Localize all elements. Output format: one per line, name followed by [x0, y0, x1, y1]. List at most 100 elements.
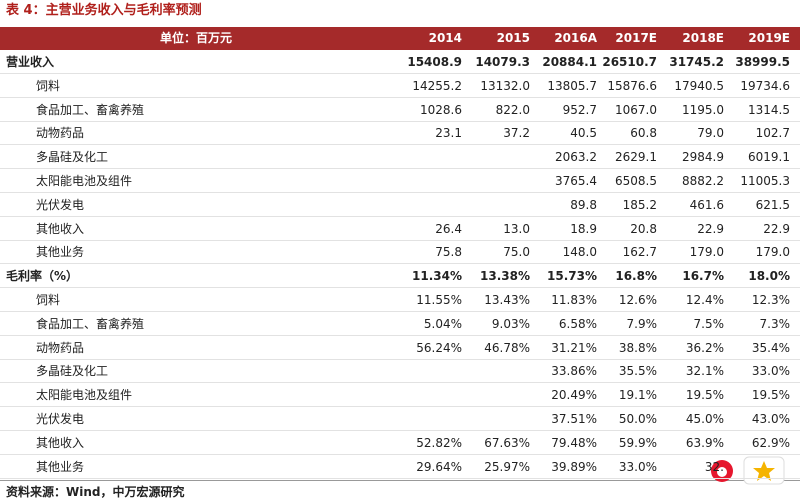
cell: 148.0 [562, 245, 597, 260]
cell: 37.51% [551, 412, 597, 426]
cell: 1195.0 [682, 102, 724, 117]
source-rule [0, 480, 800, 481]
cell: 13805.7 [547, 78, 597, 93]
cell: 15.73% [547, 269, 597, 284]
cell: 29.64% [416, 459, 462, 474]
cell: 7.5% [693, 316, 725, 331]
cell: 33.0% [618, 459, 657, 474]
cell: 25.97% [484, 459, 530, 474]
cell: 15408.9 [407, 55, 462, 69]
cell: 952.7 [562, 102, 597, 117]
row-divider [0, 168, 800, 170]
cell: 1067.0 [615, 102, 657, 117]
cell: 22.9 [763, 221, 790, 236]
row-divider [0, 287, 800, 289]
cell: 1314.5 [748, 102, 790, 117]
header-bar [0, 27, 800, 50]
cell: 7.9% [626, 316, 658, 331]
cell: 12.6% [618, 293, 657, 307]
cell: 19.5% [685, 388, 724, 403]
cell: 31.21% [551, 340, 597, 355]
cell: 20.8 [630, 221, 657, 236]
row-label: 饲料 [36, 78, 61, 93]
cell: 16.7% [682, 269, 724, 284]
header-cell: 2015 [496, 31, 530, 45]
cell: 12.3% [751, 293, 790, 307]
row-label: 毛利率（%） [6, 269, 79, 284]
cell: 26.4 [435, 221, 462, 236]
cell: 37.2 [503, 126, 530, 141]
cell: 43.0% [751, 412, 790, 426]
cell: 3765.4 [555, 174, 597, 188]
row-label: 光伏发电 [36, 412, 85, 426]
row-divider [0, 120, 800, 122]
cell: 60.8 [630, 126, 657, 141]
row-label: 动物药品 [36, 340, 85, 355]
header-cell: 2018E [682, 31, 724, 45]
cell: 11.34% [412, 269, 462, 284]
cell: 35.5% [618, 364, 657, 379]
cell: 6019.1 [748, 150, 790, 165]
cell: 46.78% [484, 340, 530, 355]
cell: 13.0 [503, 221, 530, 236]
cell: 20884.1 [542, 55, 597, 69]
cell: 38999.5 [735, 55, 790, 69]
row-label: 太阳能电池及组件 [36, 388, 133, 403]
cell: 11.55% [416, 293, 462, 307]
cell: 13.43% [484, 293, 530, 307]
cell: 13.38% [480, 269, 530, 284]
table-title: 表 4：主营业务收入与毛利率预测 [6, 3, 202, 18]
cell: 822.0 [495, 102, 530, 117]
row-label: 其他业务 [36, 459, 85, 474]
row-divider [0, 406, 800, 408]
cell: 2629.1 [615, 150, 657, 165]
row-divider [0, 144, 800, 146]
cell: 62.9% [751, 435, 790, 450]
header-cell: 单位：百万元 [160, 31, 233, 45]
cell: 59.9% [618, 435, 657, 450]
cell: 9.03% [491, 316, 530, 331]
cell: 56.24% [416, 340, 462, 355]
cell: 31745.2 [669, 55, 724, 69]
row-divider [0, 453, 800, 455]
cell: 39.89% [551, 459, 597, 474]
row-label: 多晶硅及化工 [36, 150, 109, 165]
row-label: 营业收入 [6, 55, 55, 69]
cell: 8882.2 [682, 174, 724, 188]
cell: 26510.7 [602, 55, 657, 69]
row-label: 其他业务 [36, 245, 85, 260]
cell: 1028.6 [420, 102, 462, 117]
cell: 17940.5 [674, 78, 724, 93]
cell: 23.1 [435, 126, 462, 141]
cell: 50.0% [618, 412, 657, 426]
cell: 185.2 [622, 197, 657, 212]
watermark [711, 456, 785, 485]
cell: 5.04% [423, 316, 462, 331]
cell: 79.0 [697, 126, 724, 141]
cell: 36.2% [685, 340, 724, 355]
cell: 162.7 [622, 245, 657, 260]
row-label: 动物药品 [36, 126, 85, 141]
row-divider [0, 215, 800, 217]
cell: 621.5 [755, 197, 790, 212]
row-label: 其他收入 [36, 435, 85, 450]
row-divider [0, 96, 800, 98]
row-divider [0, 239, 800, 241]
cell: 33.0% [751, 364, 790, 379]
cell: 38.8% [618, 340, 657, 355]
source-note: 资料来源：Wind，中万宏源研究 [6, 485, 185, 499]
row-divider [0, 358, 800, 360]
cell: 89.8 [570, 197, 597, 212]
cell: 12.4% [685, 293, 724, 307]
cell: 6508.5 [615, 174, 657, 188]
cell: 7.3% [759, 316, 791, 331]
row-label: 太阳能电池及组件 [36, 174, 133, 188]
cell: 15876.6 [607, 78, 657, 93]
cell: 75.0 [503, 245, 530, 260]
cell: 2984.9 [682, 150, 724, 165]
cell: 13132.0 [480, 78, 530, 93]
row-divider [0, 382, 800, 384]
row-label: 饲料 [36, 293, 61, 307]
cell: 45.0% [685, 412, 724, 426]
